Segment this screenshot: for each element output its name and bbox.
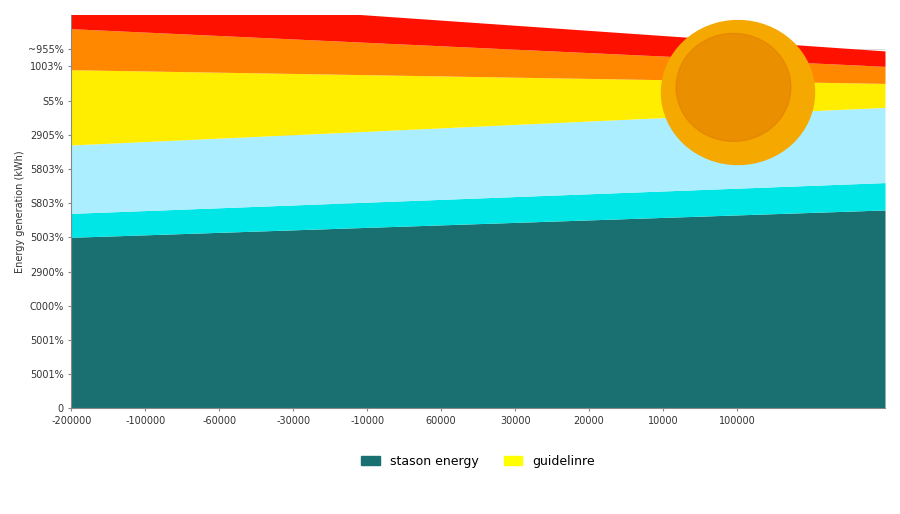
Y-axis label: Energy generation (kWh): Energy generation (kWh): [15, 150, 25, 273]
Legend: stason energy, guidelinre: stason energy, guidelinre: [356, 450, 600, 473]
